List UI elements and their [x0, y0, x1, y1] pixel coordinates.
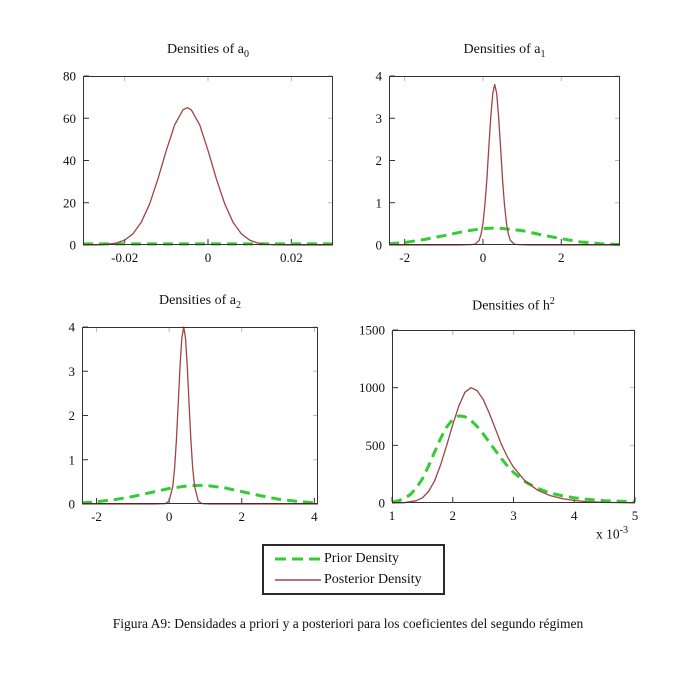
axes-box: [389, 76, 620, 245]
y-tick-label: 0: [376, 238, 383, 253]
x-tick-label: 0: [480, 250, 487, 265]
subplot-h2-canvas: 1 2 3 4 5 0 500 1000 1500: [359, 323, 638, 524]
x-tick-label: 2: [450, 508, 457, 523]
y-tick-label: 500: [366, 438, 386, 453]
y-tick-label: 3: [69, 364, 76, 379]
posterior-solid-line-sample: [275, 578, 321, 581]
x-tick-label: 2: [239, 509, 246, 524]
x-tick-label: 4: [311, 509, 318, 524]
x-tick-label: 0: [205, 250, 212, 265]
legend-item-posterior: Posterior Density: [264, 569, 443, 590]
subplot-a2-canvas: -2 0 2 4 0 1 2 3 4: [69, 320, 319, 525]
y-tick-label: 2: [376, 153, 383, 168]
axes-box: [83, 76, 333, 245]
x-axis-scale-label: x 10-3: [596, 525, 628, 543]
y-tick-label: 1000: [359, 380, 385, 395]
subplot-a1-canvas: -2 0 2 0 1 2 3 4: [376, 69, 621, 265]
x-scale-exponent: -3: [619, 525, 628, 536]
x-tick-label: 0: [166, 509, 173, 524]
y-tick-label: 2: [69, 408, 76, 423]
y-tick-label: 3: [376, 111, 383, 126]
y-tick-label: 20: [63, 195, 76, 210]
subplot-a1: Densities of a1 -2 0 2 0 1 2 3 4: [376, 42, 621, 265]
y-tick-label: 0: [379, 496, 386, 511]
subplot-a2-title: Densities of a2: [62, 293, 338, 311]
axes-box: [392, 330, 635, 503]
y-tick-label: 4: [376, 69, 383, 84]
subplot-a2: Densities of a2 -2 0 2 4 0 1 2 3 4: [69, 293, 319, 525]
legend-item-prior: Prior Density: [264, 548, 443, 569]
subplot-a1-title: Densities of a1: [369, 42, 640, 60]
y-tick-label: 4: [69, 320, 76, 335]
y-tick-label: 1500: [359, 323, 385, 338]
x-tick-label: 4: [571, 508, 578, 523]
legend-label-prior: Prior Density: [324, 550, 400, 566]
prior-density-curve: [391, 414, 636, 504]
legend-label-posterior: Posterior Density: [324, 571, 422, 587]
x-scale-base: x 10: [596, 526, 620, 542]
y-tick-label: 0: [70, 238, 77, 253]
prior-density-curve: [81, 483, 319, 505]
subplot-a0: Densities of a0 -0.02 0 0.02 0 20 40 60 80: [63, 42, 333, 265]
plot-title-text: Densities of a: [167, 42, 244, 57]
posterior-density-curve: [82, 326, 318, 505]
legend: Prior Density Posterior Density: [262, 544, 445, 595]
posterior-density-curve: [82, 107, 333, 246]
axes-box: [82, 327, 318, 504]
y-tick-label: 80: [63, 69, 76, 84]
prior-dashed-line-sample: [275, 557, 321, 560]
y-tick-label: 0: [69, 497, 76, 512]
posterior-density-curve: [389, 83, 620, 246]
subplot-h2: Densities of h2 1 2 3 4 5 0 500 1000 1500: [359, 296, 638, 524]
x-tick-label: 1: [389, 508, 396, 523]
subplot-a0-title: Densities of a0: [63, 42, 353, 60]
x-tick-label: -2: [399, 250, 410, 265]
plot-title-text: Densities of h: [472, 298, 550, 314]
subplot-h2-title: Densities of h2: [372, 296, 655, 315]
x-tick-label: 2: [558, 250, 565, 265]
prior-density-curve: [388, 226, 621, 247]
plot-title-text: Densities of a: [159, 293, 236, 308]
plot-title-script: 0: [243, 48, 249, 60]
y-tick-label: 40: [63, 153, 76, 168]
x-tick-label: -2: [91, 509, 102, 524]
y-tick-label: 60: [63, 111, 76, 126]
x-tick-label: 3: [510, 508, 517, 523]
plot-title-text: Densities of a: [463, 42, 541, 57]
plot-title-script: 2: [235, 299, 241, 311]
x-tick-label: -0.02: [111, 250, 138, 265]
y-tick-label: 1: [69, 452, 76, 467]
figure-caption: Figura A9: Densidades a priori y a poste…: [112, 616, 584, 631]
plot-title-script: 1: [540, 48, 546, 60]
subplot-a0-canvas: -0.02 0 0.02 0 20 40 60 80: [63, 69, 333, 265]
y-tick-label: 1: [376, 195, 383, 210]
posterior-density-curve: [391, 387, 636, 504]
plot-title-script: 2: [549, 296, 555, 307]
x-tick-label: 5: [632, 508, 639, 523]
x-tick-label: 0.02: [280, 250, 303, 265]
